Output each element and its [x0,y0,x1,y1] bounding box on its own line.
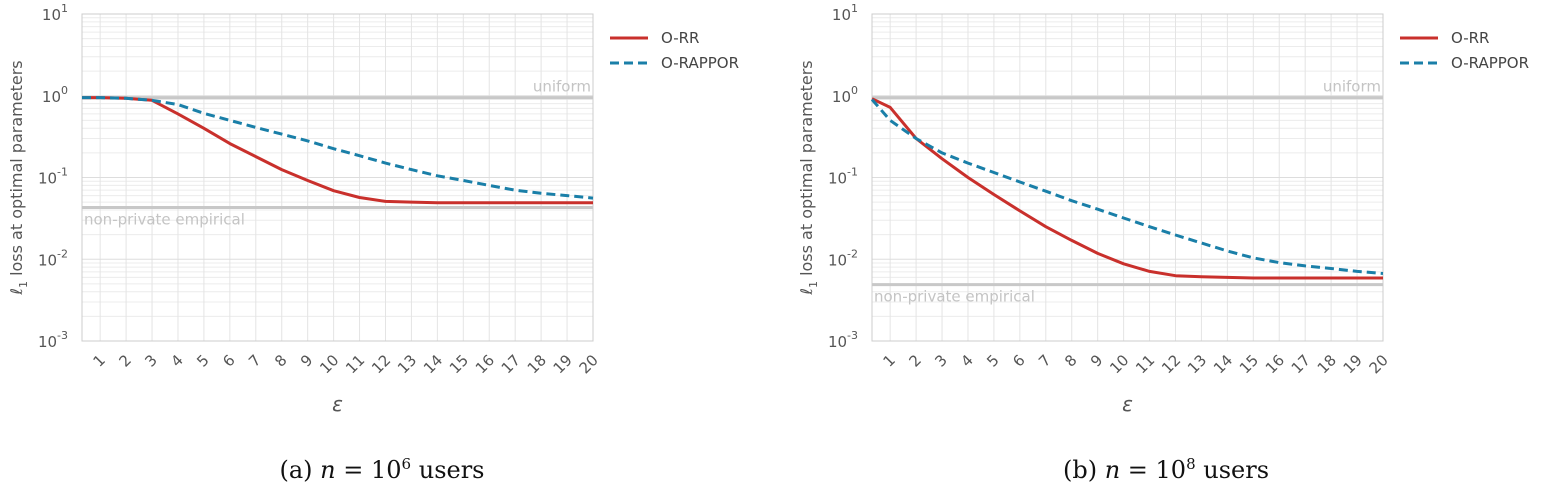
chart-a-plot-frame [81,13,594,342]
chart-a-xtick-1: 2 [115,351,134,370]
chart-a-legend: O-RR O-RAPPOR [610,29,739,72]
chart-a-ref-label-1: non-private empirical [84,210,245,228]
chart-a-xtick-4: 5 [193,351,212,370]
chart-b-ytick-2: 10-1 [828,166,858,188]
chart-a-xtick-13: 14 [420,351,446,377]
chart-b-ref-label-1: non-private empirical [874,288,1035,306]
chart-a-xlabel: ε [332,392,343,416]
chart-b-xlabel: ε [1122,392,1133,416]
chart-a-xtick-10: 11 [342,351,368,377]
chart-b-xtick-13: 14 [1210,351,1236,377]
chart-b-xtick-3: 4 [957,351,976,370]
chart-a-grid [82,13,594,342]
chart-b-ytick-1: 10-2 [828,247,858,269]
chart-a-xtick-16: 17 [498,351,524,377]
chart-a-ytick-4: 101 [42,2,68,24]
chart-a-legend-label-0: O-RR [661,29,699,47]
chart-a-series-o-rr [82,96,593,205]
chart-b-series-o-rr [871,97,1383,280]
chart-b-xtick-17: 18 [1314,351,1340,377]
chart-a-ytick-1: 10-2 [38,247,68,269]
chart-a-xtick-18: 19 [550,351,576,377]
chart-b-ytick-4: 101 [832,2,858,24]
chart-b-ylabel: ℓ1 loss at optimal parameters [797,60,820,295]
caption-b: (b) n = 108 users [1062,455,1270,484]
chart-a-legend-label-1: O-RAPPOR [661,54,739,72]
chart-b-series-o-rappor [870,98,1384,275]
chart-b-legend: O-RR O-RAPPOR [1400,29,1529,72]
chart-b-legend-label-1: O-RAPPOR [1451,54,1529,72]
chart-b-xtick-1: 2 [905,351,924,370]
chart-a-ref-label-0: uniform [533,78,591,96]
chart-b-xtick-15: 16 [1262,351,1288,377]
chart-b-xtick-14: 15 [1236,351,1262,377]
chart-a-xtick-8: 9 [297,351,316,370]
chart-b-xtick-9: 10 [1106,351,1132,377]
chart-a-xtick-14: 15 [446,351,472,377]
chart-b-ytick-0: 10-3 [828,329,858,351]
chart-b-xtick-11: 12 [1158,351,1184,377]
chart-a-ylabel: ℓ1 loss at optimal parameters [7,60,30,295]
chart-a-xtick-11: 12 [368,351,394,377]
chart-b-plot-frame [871,13,1384,342]
chart-a-series-o-rappor [82,96,594,200]
chart-b-xtick-19: 20 [1366,351,1392,377]
chart-a-xtick-3: 4 [167,351,186,370]
caption-a: (a) n = 106 users [279,455,485,484]
chart-a-xtick-9: 10 [316,351,342,377]
chart-a-xtick-5: 6 [219,351,238,370]
chart-a-xtick-12: 13 [394,351,420,377]
chart-a-xtick-19: 20 [576,351,602,377]
chart-b-ytick-3: 100 [832,84,858,106]
chart-b: uniform non-private empirical 10-3 10-2 10-1… [797,2,1529,416]
chart-a-xtick-0: 1 [90,351,109,370]
chart-b-xtick-18: 19 [1340,351,1366,377]
chart-b-xtick-6: 7 [1035,351,1054,370]
chart-a-ytick-2: 10-1 [38,166,68,188]
chart-b-xtick-16: 17 [1288,351,1314,377]
chart-a: uniform non-private empirical 10-3 10-2 10-1… [7,2,739,416]
chart-a-xtick-7: 8 [271,351,290,370]
chart-a-xtick-6: 7 [245,351,264,370]
chart-b-xtick-7: 8 [1061,351,1080,370]
chart-a-xtick-17: 18 [524,351,550,377]
chart-b-xtick-10: 11 [1132,351,1158,377]
chart-b-xtick-12: 13 [1184,351,1210,377]
chart-b-xtick-4: 5 [983,351,1002,370]
chart-b-legend-label-0: O-RR [1451,29,1489,47]
chart-b-xtick-0: 1 [880,351,899,370]
chart-b-xtick-5: 6 [1009,351,1028,370]
chart-b-xtick-2: 3 [931,351,950,370]
chart-a-ytick-0: 10-3 [38,329,68,351]
chart-b-xtick-8: 9 [1087,351,1106,370]
chart-a-ytick-3: 100 [42,84,68,106]
chart-b-ref-label-0: uniform [1323,78,1381,96]
chart-a-xtick-15: 16 [472,351,498,377]
chart-a-xtick-2: 3 [141,351,160,370]
